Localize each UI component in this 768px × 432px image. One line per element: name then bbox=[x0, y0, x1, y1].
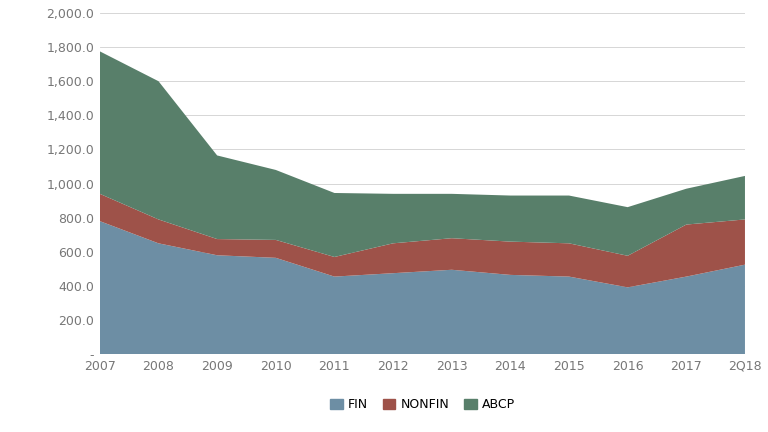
Legend: FIN, NONFIN, ABCP: FIN, NONFIN, ABCP bbox=[325, 393, 520, 416]
